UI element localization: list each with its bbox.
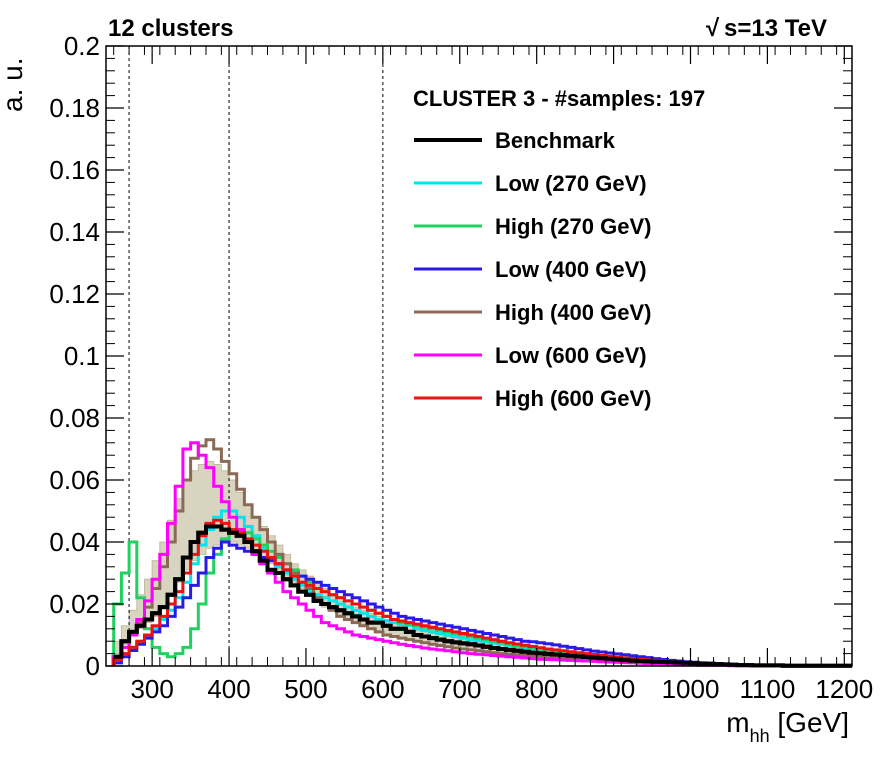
x-axis-label-unit: [GeV] — [770, 707, 849, 738]
x-axis-label-sub: hh — [750, 726, 770, 746]
x-axis-label: mhh [GeV] — [726, 707, 849, 746]
x-tick-label: 400 — [207, 674, 250, 704]
y-tick-label: 0.06 — [49, 465, 100, 495]
x-tick-label: 300 — [130, 674, 173, 704]
x-tick-label: 700 — [438, 674, 481, 704]
axes: 0 0.02 0.04 0.06 0.08 0.1 0.12 0.14 0.16 0.18 0.2 3… — [49, 31, 873, 704]
legend-label-3: Low (400 GeV) — [495, 257, 647, 282]
x-tick-label: 500 — [284, 674, 327, 704]
energy-label: s=13 TeV — [724, 15, 827, 42]
y-tick-label: 0 — [86, 651, 100, 681]
legend-label-5: Low (600 GeV) — [495, 343, 647, 368]
x-tick-label: 1100 — [739, 674, 795, 704]
legend-label-0: Benchmark — [495, 128, 616, 153]
y-tick-label: 0.18 — [49, 93, 100, 123]
y-tick-label: 0.08 — [49, 403, 100, 433]
legend-label-6: High (600 GeV) — [495, 386, 651, 411]
y-tick-label: 0.2 — [64, 31, 100, 61]
legend-header: CLUSTER 3 - #samples: 197 — [413, 86, 705, 111]
y-tick-label: 0.16 — [49, 155, 100, 185]
x-tick-label: 900 — [592, 674, 635, 704]
legend: CLUSTER 3 - #samples: 197 Benchmark Low (… — [413, 86, 705, 411]
legend-label-2: High (270 GeV) — [495, 214, 651, 239]
y-tick-label: 0.14 — [49, 217, 100, 247]
x-tick-label: 600 — [361, 674, 404, 704]
series-line-benchmark-top — [113, 524, 852, 668]
y-tick-label: 0.12 — [49, 279, 100, 309]
sqrt-symbol: √ — [706, 15, 720, 42]
legend-label-4: High (400 GeV) — [495, 300, 651, 325]
y-tick-label: 0.1 — [64, 341, 100, 371]
y-tick-label: 0.04 — [49, 527, 100, 557]
legend-label-1: Low (270 GeV) — [495, 171, 647, 196]
y-axis-label: a. u. — [0, 58, 28, 112]
x-tick-label: 1000 — [662, 674, 720, 704]
x-axis-label-main: m — [726, 707, 749, 738]
x-tick-label: 1200 — [815, 674, 873, 704]
cluster-count-title: 12 clusters — [108, 15, 233, 42]
y-tick-label: 0.02 — [49, 589, 100, 619]
x-tick-label: 800 — [515, 674, 558, 704]
